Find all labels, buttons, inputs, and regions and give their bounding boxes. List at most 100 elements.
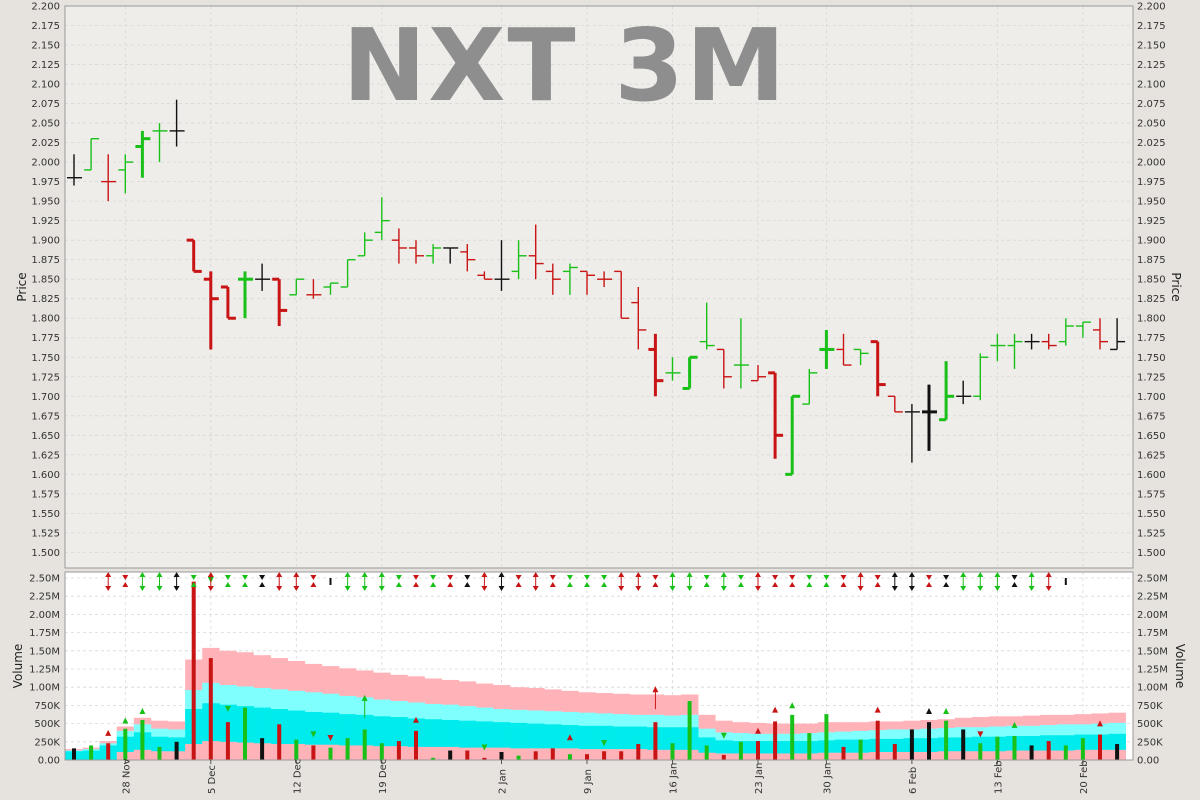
signal-arrow-up	[635, 572, 642, 577]
ohlc-bar	[699, 302, 715, 350]
ohlc-bar	[203, 271, 219, 350]
volume-tick-label-left: 2.25M	[29, 592, 60, 603]
volume-bar	[123, 728, 128, 760]
signal-arrow-up	[173, 572, 180, 577]
signal-arrow-down	[532, 586, 539, 591]
volume-bar	[482, 757, 487, 760]
price-tick-label-left: 2.075	[31, 99, 60, 110]
signal-marker	[224, 575, 231, 587]
ohlc-bar	[1093, 318, 1108, 350]
volume-marker	[772, 706, 779, 713]
price-tick-label-left: 1.800	[31, 314, 60, 325]
volume-band-low	[424, 746, 442, 760]
price-tick-label-right: 1.775	[1137, 333, 1166, 344]
volume-bar	[1012, 735, 1017, 760]
volume-bar	[379, 743, 384, 760]
ohlc-bar	[1058, 318, 1074, 346]
price-tick-label-right: 1.550	[1137, 509, 1166, 520]
ohlc-bar	[186, 238, 202, 273]
volume-tick-label-left: 2.00M	[29, 610, 60, 621]
volume-bar	[225, 722, 230, 760]
price-tick-label-left: 1.925	[31, 216, 60, 227]
signal-arrow-down	[464, 575, 471, 580]
volume-bar	[277, 724, 282, 760]
ohlc-bar	[545, 263, 561, 295]
price-tick-label-right: 1.725	[1137, 372, 1166, 383]
volume-tick-label-left: 750K	[34, 701, 60, 712]
volume-bar	[585, 754, 589, 760]
price-tick-label-left: 1.525	[31, 528, 60, 539]
volume-bar	[773, 721, 778, 760]
ohlc-series	[67, 99, 1126, 476]
signal-arrow-up	[413, 582, 419, 587]
volume-marker	[977, 731, 984, 738]
date-tick-label: 20 Feb	[1079, 760, 1090, 794]
volume-axis-label-left: Volume	[11, 644, 25, 689]
volume-bar	[550, 748, 555, 760]
price-tick-label-left: 1.675	[31, 411, 60, 422]
signal-arrow-down	[447, 575, 454, 580]
signal-arrow-up	[926, 582, 932, 587]
volume-bar	[72, 748, 76, 760]
ohlc-bar	[152, 123, 168, 163]
signal-marker	[139, 572, 146, 591]
volume-marker	[789, 702, 796, 709]
signal-arrow-up	[378, 572, 385, 577]
volume-bar	[516, 755, 521, 760]
signal-arrow-down	[789, 575, 796, 580]
volume-bar	[670, 743, 675, 760]
ohlc-bar	[443, 247, 459, 264]
price-tick-label-right: 1.975	[1137, 177, 1166, 188]
price-axis-label-left: Price	[15, 272, 29, 301]
ohlc-bar	[1075, 321, 1091, 338]
price-tick-label-right: 2.000	[1137, 158, 1166, 169]
signal-marker	[395, 575, 402, 587]
price-tick-label-left: 2.200	[31, 2, 60, 13]
signal-arrow-down	[549, 575, 556, 580]
ohlc-bar	[733, 318, 749, 389]
volume-bar	[414, 730, 418, 760]
signal-arrow-down	[293, 586, 300, 591]
volume-bar	[790, 714, 795, 760]
ohlc-bar	[614, 270, 630, 319]
signal-arrow-down	[994, 586, 1001, 591]
signal-marker	[156, 572, 163, 591]
signal-arrow-up	[789, 582, 796, 587]
volume-axis: 0.00 0.00 250K 250K 500K 500K 750K 750K 1.00M 1.0…	[29, 574, 1168, 767]
volume-bar	[328, 747, 333, 760]
ohlc-bar	[220, 285, 236, 320]
date-tick-label: 5 Dec	[207, 765, 218, 794]
signal-arrow-down	[891, 586, 898, 591]
volume-bar	[858, 739, 863, 760]
signal-arrow-up	[481, 572, 488, 577]
signal-arrow-down	[224, 575, 231, 580]
price-tick-label-left: 1.650	[31, 431, 60, 442]
signal-arrow-up	[772, 582, 779, 587]
signal-arrow-up	[156, 572, 163, 577]
signal-marker	[310, 575, 317, 587]
ohlc-bar	[648, 333, 664, 397]
ohlc-bar	[528, 224, 544, 280]
volume-bar	[89, 745, 94, 760]
volume-bar	[448, 750, 453, 760]
signal-arrow-down	[652, 575, 659, 580]
volume-bar	[824, 714, 829, 760]
volume-marker	[755, 727, 761, 734]
ohlc-bar	[1007, 333, 1023, 369]
signal-arrow-down	[960, 586, 967, 591]
price-tick-label-left: 2.000	[31, 158, 60, 169]
signal-arrow-up	[310, 582, 317, 587]
price-tick-label-right: 1.750	[1137, 353, 1166, 364]
volume-tick-label-right: 2.25M	[1137, 592, 1168, 603]
signal-arrow-down	[874, 575, 881, 580]
signal-arrow-down	[361, 586, 368, 591]
signal-arrow-up	[259, 582, 266, 587]
signal-arrow-up	[242, 582, 248, 587]
signal-arrow-up	[207, 572, 214, 577]
signal-arrow-down	[395, 575, 402, 580]
volume-bar	[721, 754, 726, 760]
volume-marker	[481, 744, 488, 751]
price-tick-label-right: 1.650	[1137, 431, 1166, 442]
ohlc-bar	[939, 361, 955, 422]
volume-tick-label-right: 2.00M	[1137, 610, 1168, 621]
